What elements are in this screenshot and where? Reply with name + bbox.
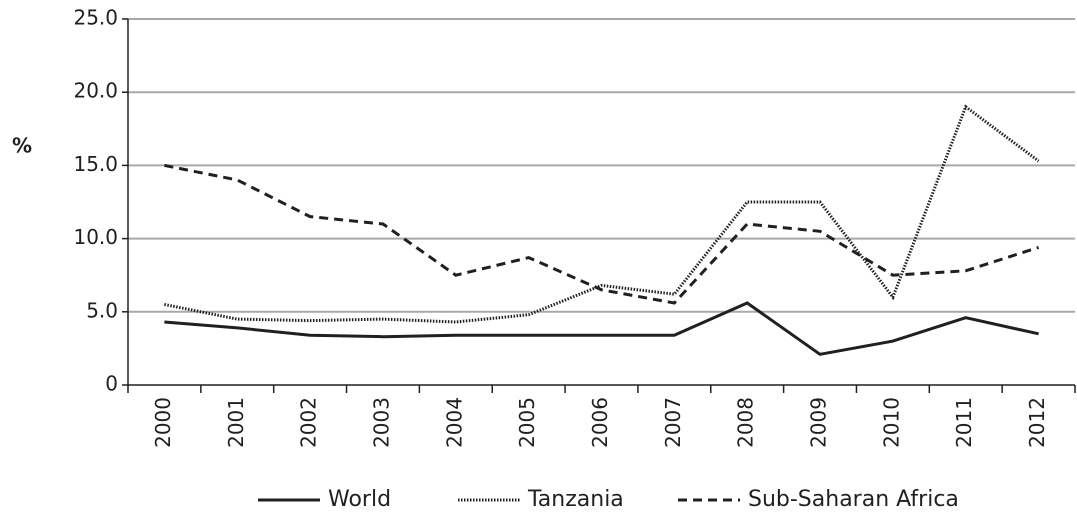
x-tick-label: 2005 (515, 397, 539, 448)
x-tick-label: 2009 (807, 397, 831, 448)
x-tick-label: 2003 (369, 397, 393, 448)
legend-label: Sub-Saharan Africa (748, 487, 959, 512)
x-tick-label: 2001 (224, 397, 248, 448)
y-tick-label: 20.0 (73, 79, 118, 103)
x-tick-label: 2008 (734, 397, 758, 448)
line-series (164, 104, 1040, 324)
line-series (164, 301, 1039, 356)
legend-label: World (328, 487, 391, 512)
y-axis-label: % (12, 134, 32, 158)
y-tick-label: 25.0 (73, 6, 118, 30)
y-tick-label: 15.0 (73, 152, 118, 176)
line-series (164, 163, 1040, 305)
x-tick-label: 2010 (879, 397, 903, 448)
y-tick-label: 10.0 (73, 225, 118, 249)
x-tick-label: 2004 (442, 397, 466, 448)
y-tick-label: 0 (105, 372, 118, 396)
x-tick-label: 2002 (297, 397, 321, 448)
x-tick-label: 2007 (661, 397, 685, 448)
x-tick-label: 2006 (588, 397, 612, 448)
x-tick-label: 2012 (1025, 397, 1049, 448)
x-tick-label: 2000 (151, 397, 175, 448)
y-tick-label: 5.0 (86, 298, 118, 322)
legend-label: Tanzania (527, 487, 624, 512)
x-tick-label: 2011 (952, 397, 976, 448)
